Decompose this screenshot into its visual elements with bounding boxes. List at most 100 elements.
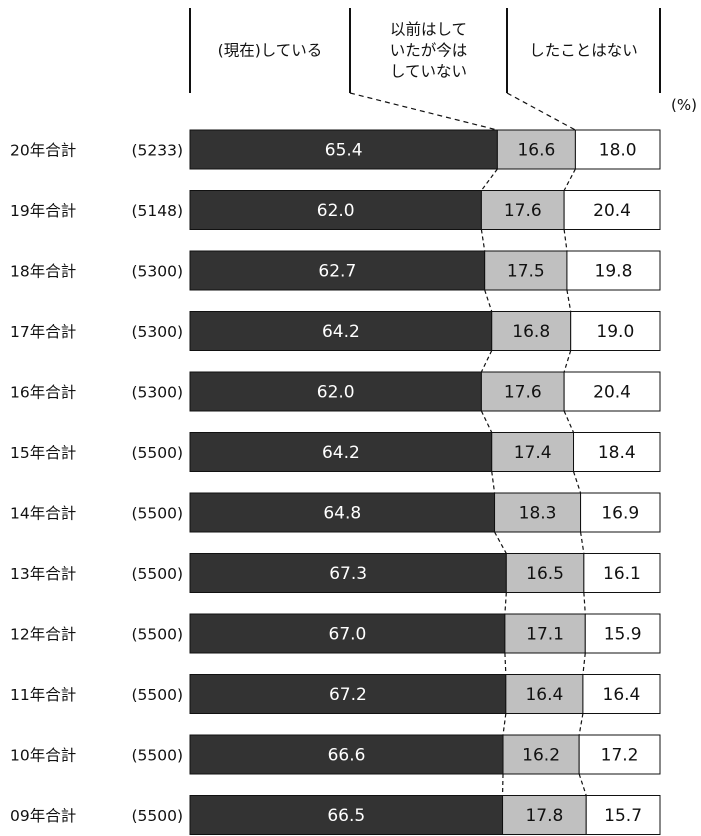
bar-segment <box>583 553 661 593</box>
data-label: 16.8 <box>512 322 550 342</box>
sample-size-label: (5148) <box>131 202 183 220</box>
data-label: 16.5 <box>526 564 564 584</box>
category-label: 19年合計 <box>10 202 76 220</box>
data-label: 18.0 <box>599 141 637 161</box>
bar-segment <box>491 311 572 351</box>
category-label: 12年合計 <box>10 626 76 644</box>
bar-segment <box>189 492 496 533</box>
data-label: 17.6 <box>504 383 542 403</box>
connector-line <box>504 592 507 615</box>
bar-segment <box>189 311 493 351</box>
unit-label: (%) <box>671 96 697 114</box>
bar-segment <box>582 674 661 714</box>
category-label: 10年合計 <box>10 747 76 765</box>
sample-size-label: (5500) <box>131 565 183 583</box>
connector-line <box>504 652 507 675</box>
data-label: 18.4 <box>598 443 636 463</box>
data-label: 67.3 <box>329 564 367 584</box>
data-label: 19.0 <box>596 322 634 342</box>
data-label: 62.0 <box>317 383 355 403</box>
bar-segment <box>502 795 587 835</box>
sample-size-label: (5300) <box>131 384 183 402</box>
bar-segment <box>505 553 585 593</box>
bar-segment <box>189 432 493 472</box>
sample-size-label: (5300) <box>131 323 183 341</box>
connector-line <box>583 592 586 615</box>
connector-line <box>582 652 586 675</box>
connector-line <box>480 168 498 191</box>
connector-line <box>563 229 568 252</box>
bar-segment <box>574 129 661 170</box>
bar-segment <box>484 250 568 291</box>
bar-segment <box>480 371 565 412</box>
legend-label: (現在)している <box>218 42 323 60</box>
category-label: 15年合計 <box>10 444 76 462</box>
data-label: 65.4 <box>325 141 363 161</box>
bar-segment <box>496 129 576 170</box>
data-label: 62.7 <box>318 262 356 282</box>
data-label: 16.4 <box>525 685 563 705</box>
data-label: 15.9 <box>604 625 642 645</box>
bar-segment <box>580 492 661 533</box>
connector-line <box>491 471 496 494</box>
data-label: 17.5 <box>507 262 545 282</box>
connector-line <box>480 410 493 433</box>
legend-pointer-line <box>349 92 498 131</box>
bar-segment <box>573 432 661 472</box>
connector-line <box>566 289 572 312</box>
bar-segment <box>480 190 565 230</box>
data-label: 17.6 <box>504 201 542 221</box>
bar-segment <box>578 734 661 775</box>
bar-segment <box>585 795 661 835</box>
data-label: 64.2 <box>322 443 360 463</box>
bar-segment <box>189 190 482 230</box>
connector-lines <box>480 168 587 796</box>
legend: (現在)している 以前はしていたが今はしていない したことはない <box>189 8 661 131</box>
category-label: 20年合計 <box>10 142 76 160</box>
category-label: 09年合計 <box>10 807 76 825</box>
connector-line <box>578 713 584 736</box>
data-label: 67.2 <box>329 685 367 705</box>
data-label: 66.6 <box>328 746 366 766</box>
data-label: 17.4 <box>514 443 552 463</box>
legend-label: 以前はしていたが今はしていない <box>390 21 468 81</box>
bar-segment <box>502 734 580 775</box>
data-label: 20.4 <box>593 201 631 221</box>
bar-segment <box>189 129 498 170</box>
data-label: 20.4 <box>593 383 631 403</box>
sample-size-label: (5233) <box>131 142 183 160</box>
data-label: 16.1 <box>603 564 641 584</box>
data-label: 62.0 <box>317 201 355 221</box>
data-label: 17.1 <box>526 625 564 645</box>
bar-segment <box>570 311 661 351</box>
bar-segment <box>189 553 507 593</box>
bar-segment <box>563 190 661 230</box>
connector-line <box>563 168 576 191</box>
data-label: 64.8 <box>323 504 361 524</box>
connector-line <box>578 773 587 796</box>
sample-size-label: (5300) <box>131 263 183 281</box>
data-label: 19.8 <box>595 262 633 282</box>
connector-line <box>484 289 493 312</box>
bar-segment <box>189 371 482 412</box>
row-labels: 20年合計 (5233) 19年合計 (5148) 18年合計 (5300) 17年合計 (5… <box>10 142 183 826</box>
data-label: 66.5 <box>327 806 365 826</box>
bars: 65.4 16.6 18.0 62.0 17.6 20.4 62.7 17.5 19.8 64.2… <box>189 129 661 835</box>
bar-segment <box>566 250 661 291</box>
connector-line <box>572 471 582 494</box>
bar-segment <box>189 674 507 714</box>
connector-line <box>494 531 507 554</box>
data-label: 64.2 <box>322 322 360 342</box>
connector-line <box>563 410 575 433</box>
legend-pointer-line <box>506 92 576 131</box>
bar-segment <box>189 795 504 835</box>
category-label: 17年合計 <box>10 323 76 341</box>
connector-line <box>502 713 507 736</box>
connector-line <box>480 350 493 373</box>
sample-size-label: (5500) <box>131 505 183 523</box>
data-label: 16.2 <box>522 746 560 766</box>
data-label: 15.7 <box>604 806 642 826</box>
bar-segment <box>563 371 661 412</box>
bar-segment <box>189 250 486 291</box>
